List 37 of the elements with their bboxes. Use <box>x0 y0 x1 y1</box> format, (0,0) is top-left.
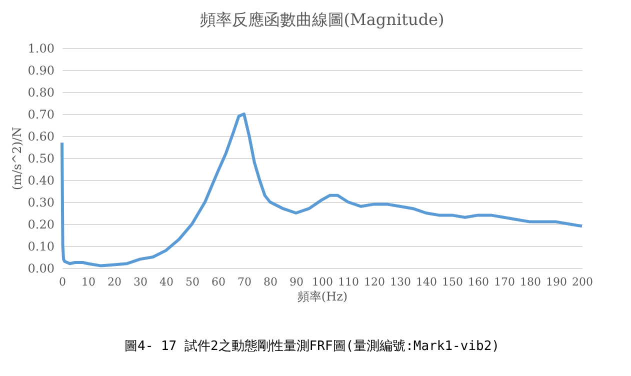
x-tick-label: 70 <box>238 276 252 288</box>
x-tick-label: 40 <box>160 276 174 288</box>
y-axis-title: (m/s^2)/N <box>10 126 24 190</box>
x-axis-title: 頻率(Hz) <box>297 290 348 304</box>
x-tick-label: 20 <box>108 276 122 288</box>
y-tick-label: 0.60 <box>28 130 54 144</box>
y-tick-label: 0.20 <box>28 218 54 232</box>
x-tick-label: 50 <box>186 276 200 288</box>
x-tick-label: 0 <box>59 276 66 288</box>
x-tick-label: 160 <box>468 276 489 288</box>
y-tick-label: 0.70 <box>28 108 54 122</box>
x-tick-label: 150 <box>442 276 463 288</box>
x-tick-label: 120 <box>364 276 385 288</box>
y-tick-label: 0.40 <box>28 174 54 188</box>
x-tick-label: 80 <box>264 276 278 288</box>
chart-title: 頻率反應函數曲線圖(Magnitude) <box>200 10 444 29</box>
y-tick-label: 0.00 <box>28 262 54 276</box>
x-tick-label: 110 <box>338 276 359 288</box>
x-tick-label: 200 <box>572 276 593 288</box>
x-tick-label: 60 <box>212 276 226 288</box>
y-tick-label: 0.80 <box>28 86 54 100</box>
y-tick-label: 0.90 <box>28 64 54 78</box>
y-tick-label: 1.00 <box>28 42 54 56</box>
x-tick-label: 190 <box>546 276 567 288</box>
x-tick-label: 90 <box>290 276 304 288</box>
x-tick-label: 180 <box>520 276 541 288</box>
y-tick-label: 0.30 <box>28 196 54 210</box>
x-tick-label: 30 <box>134 276 148 288</box>
line-series <box>60 112 584 268</box>
x-tick-label: 140 <box>416 276 437 288</box>
caption: 圖4- 17 試件2之動態剛性量測FRF圖(量測編號:Mark1-vib2) <box>124 339 500 354</box>
x-tick-label: 170 <box>494 276 515 288</box>
y-tick-label: 0.50 <box>28 152 54 166</box>
x-tick-label: 10 <box>82 276 96 288</box>
x-tick-label: 100 <box>312 276 333 288</box>
x-tick-label: 130 <box>390 276 411 288</box>
y-tick-label: 0.10 <box>28 240 54 254</box>
